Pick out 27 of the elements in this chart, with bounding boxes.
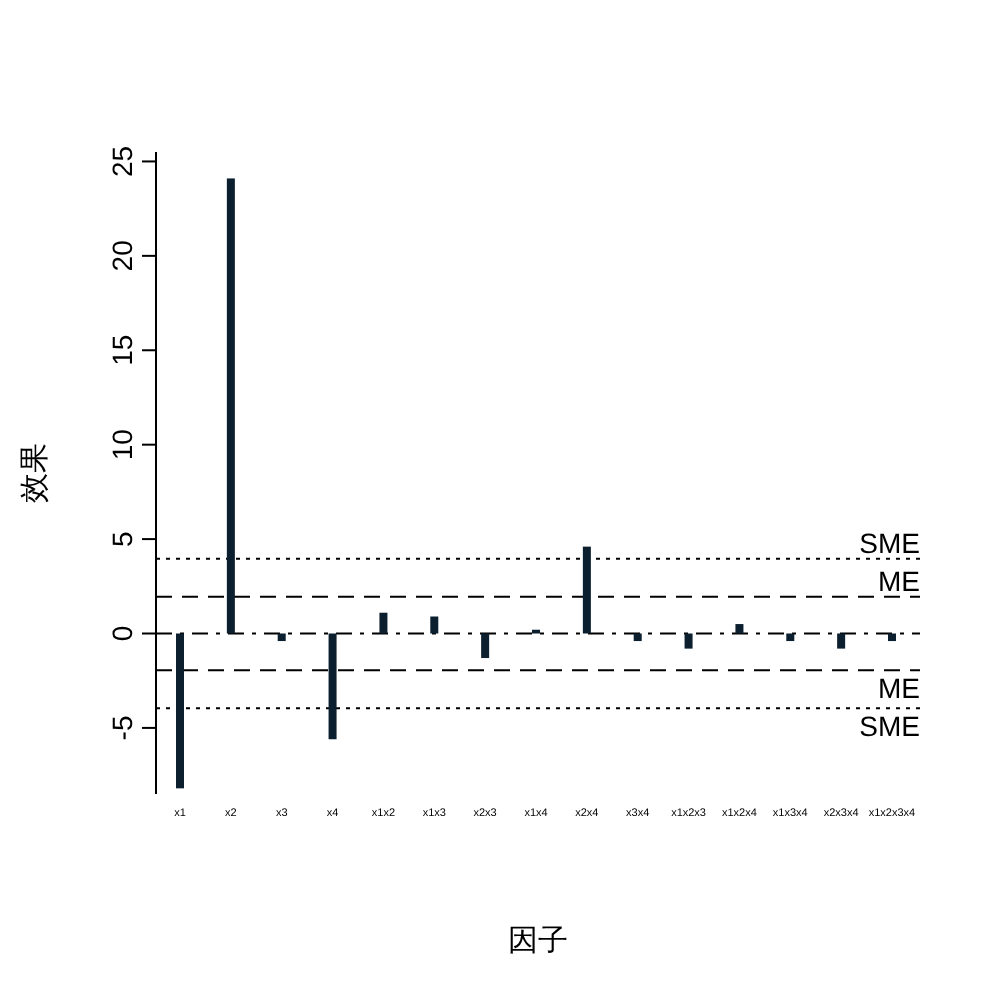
bar xyxy=(888,633,896,642)
bar xyxy=(735,624,744,634)
bar xyxy=(633,633,642,642)
y-tick-label: 15 xyxy=(106,334,138,366)
bar xyxy=(786,633,795,642)
x-axis-title: 因子 xyxy=(508,924,568,958)
bar xyxy=(430,616,439,634)
y-axis-title: 效果 xyxy=(18,443,52,503)
y-tick-label: 0 xyxy=(106,625,138,642)
bar xyxy=(481,633,490,659)
y-tick-label: 25 xyxy=(106,145,138,178)
ref-line-label: ME xyxy=(878,564,920,597)
y-tick-label: 10 xyxy=(106,428,138,461)
bar xyxy=(176,633,184,789)
y-tick-label: 20 xyxy=(106,239,138,272)
bar xyxy=(226,178,235,634)
y-tick-label: 5 xyxy=(106,530,138,547)
bar xyxy=(684,633,693,649)
bar xyxy=(328,633,337,740)
bar xyxy=(582,546,591,634)
bar xyxy=(837,633,846,649)
ref-line-label: ME xyxy=(878,672,920,705)
y-tick-label: -5 xyxy=(106,715,138,741)
bar xyxy=(277,633,286,642)
bar xyxy=(379,612,388,634)
ref-line-label: SME xyxy=(859,710,920,743)
ref-line-label: SME xyxy=(859,526,920,559)
